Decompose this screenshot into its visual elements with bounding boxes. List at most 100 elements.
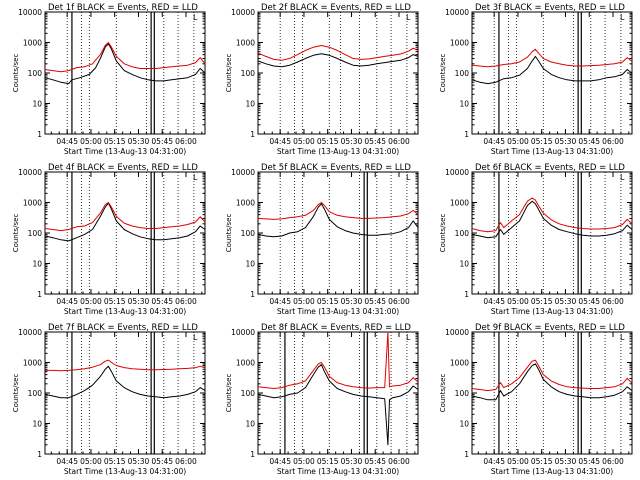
y-tick-label: 1000: [450, 199, 469, 208]
x-tick-label: 05:45: [364, 297, 386, 306]
plot-frame: [257, 331, 419, 455]
x-tick-label: 05:00: [293, 137, 315, 146]
panel-title: Det 8f BLACK = Events, RED = LLD: [261, 323, 411, 333]
y-tick-label: 10000: [231, 328, 255, 337]
y-tick-label: 100: [241, 229, 256, 238]
x-tick-label: 05:45: [364, 457, 386, 466]
events-series-line: [471, 55, 633, 85]
y-tick-label: 1000: [450, 359, 469, 368]
y-tick-label: 1000: [23, 359, 42, 368]
y-tick-label: 10: [459, 420, 469, 429]
x-tick-label: 06:00: [602, 297, 624, 306]
y-tick-label: 10: [459, 260, 469, 269]
panel-title: Det 9f BLACK = Events, RED = LLD: [475, 323, 625, 333]
lld-series-line: [257, 45, 419, 61]
x-axis-label: Start Time (13-Aug-13 04:31:00): [64, 467, 186, 476]
x-tick-label: 06:00: [388, 137, 410, 146]
detector-panel-6: Det 6f BLACK = Events, RED = LLD 1 10 100 10…: [439, 163, 633, 316]
detector-panel-7: Det 7f BLACK = Events, RED = LLD 1 10 100 10…: [12, 323, 206, 476]
x-tick-label: 06:00: [602, 457, 624, 466]
x-tick-label: 06:00: [175, 457, 197, 466]
lld-series-line: [257, 202, 419, 220]
x-tick-label: 05:30: [555, 457, 577, 466]
y-tick-label: 1: [37, 130, 42, 139]
x-tick-label: 04:45: [269, 137, 291, 146]
x-tick-label: 05:45: [151, 457, 173, 466]
plot-frame: [44, 11, 206, 135]
y-tick-label: 100: [241, 389, 256, 398]
events-series-line: [471, 200, 633, 239]
lld-series-line: [44, 42, 206, 73]
x-tick-label: 04:45: [56, 297, 78, 306]
x-tick-label: 05:15: [317, 297, 339, 306]
lld-series-line: [45, 359, 206, 372]
x-tick-label: 06:00: [388, 457, 410, 466]
x-tick-label: 05:15: [317, 137, 339, 146]
y-tick-label: 1000: [23, 199, 42, 208]
y-axis-label: Counts/sec: [12, 214, 20, 253]
lld-series-line: [471, 359, 633, 392]
x-tick-label: 05:15: [104, 297, 126, 306]
y-axis-label: Counts/sec: [439, 214, 447, 253]
x-tick-label: 04:45: [483, 137, 505, 146]
events-series-line: [44, 43, 206, 85]
y-tick-label: 10000: [231, 8, 255, 17]
panel-title: Det 7f BLACK = Events, RED = LLD: [48, 323, 198, 333]
y-tick-label: 10000: [231, 168, 255, 177]
y-tick-label: 1000: [236, 39, 255, 48]
x-tick-label: 06:00: [175, 297, 197, 306]
x-tick-label: 05:15: [531, 137, 553, 146]
corner-mark: L: [620, 333, 625, 342]
corner-mark: L: [406, 173, 411, 182]
detector-panel-9: Det 9f BLACK = Events, RED = LLD 1 10 100 10…: [439, 323, 633, 476]
panel-title: Det 5f BLACK = Events, RED = LLD: [261, 163, 411, 173]
corner-mark: L: [620, 173, 625, 182]
events-series-line: [44, 202, 206, 242]
x-tick-label: 05:15: [317, 457, 339, 466]
x-axis-label: Start Time (13-Aug-13 04:31:00): [277, 307, 399, 316]
plot-frame: [471, 331, 633, 455]
y-tick-label: 1: [250, 290, 255, 299]
x-tick-label: 05:30: [341, 137, 363, 146]
plot-frame: [44, 171, 206, 295]
y-tick-label: 100: [28, 389, 43, 398]
corner-mark: L: [193, 13, 198, 22]
panel-title: Det 2f BLACK = Events, RED = LLD: [261, 3, 411, 13]
y-tick-label: 1: [464, 130, 469, 139]
y-tick-label: 1: [250, 130, 255, 139]
corner-mark: L: [406, 333, 411, 342]
corner-mark: L: [406, 13, 411, 22]
y-tick-label: 1: [464, 290, 469, 299]
x-tick-label: 06:00: [175, 137, 197, 146]
plot-frame: [44, 331, 206, 455]
x-tick-label: 05:00: [80, 297, 102, 306]
plot-frame: [257, 11, 419, 135]
x-tick-label: 05:45: [578, 457, 600, 466]
x-tick-label: 05:15: [104, 457, 126, 466]
x-tick-label: 05:15: [531, 297, 553, 306]
x-tick-label: 05:00: [507, 297, 529, 306]
detector-panel-5: Det 5f BLACK = Events, RED = LLD 1 10 100 10…: [225, 163, 419, 316]
x-tick-label: 06:00: [602, 137, 624, 146]
x-tick-label: 05:00: [80, 457, 102, 466]
corner-mark: L: [193, 333, 198, 342]
y-tick-label: 100: [28, 69, 43, 78]
plot-frame: [471, 11, 633, 135]
x-tick-label: 05:15: [531, 457, 553, 466]
x-axis-label: Start Time (13-Aug-13 04:31:00): [64, 147, 186, 156]
detector-panel-2: Det 2f BLACK = Events, RED = LLD 1 10 100 10…: [225, 3, 419, 156]
x-tick-label: 06:00: [388, 297, 410, 306]
x-tick-label: 04:45: [269, 457, 291, 466]
x-tick-label: 05:00: [293, 297, 315, 306]
x-tick-label: 05:00: [293, 457, 315, 466]
detector-panel-4: Det 4f BLACK = Events, RED = LLD 1 10 100 10…: [12, 163, 206, 316]
y-axis-label: Counts/sec: [439, 54, 447, 93]
x-tick-label: 05:45: [364, 137, 386, 146]
x-tick-label: 04:45: [56, 137, 78, 146]
y-tick-label: 10000: [18, 328, 42, 337]
x-tick-label: 05:30: [128, 297, 150, 306]
y-tick-label: 1000: [450, 39, 469, 48]
y-tick-label: 1000: [236, 199, 255, 208]
y-tick-label: 100: [455, 389, 470, 398]
lld-series-line: [44, 202, 206, 232]
